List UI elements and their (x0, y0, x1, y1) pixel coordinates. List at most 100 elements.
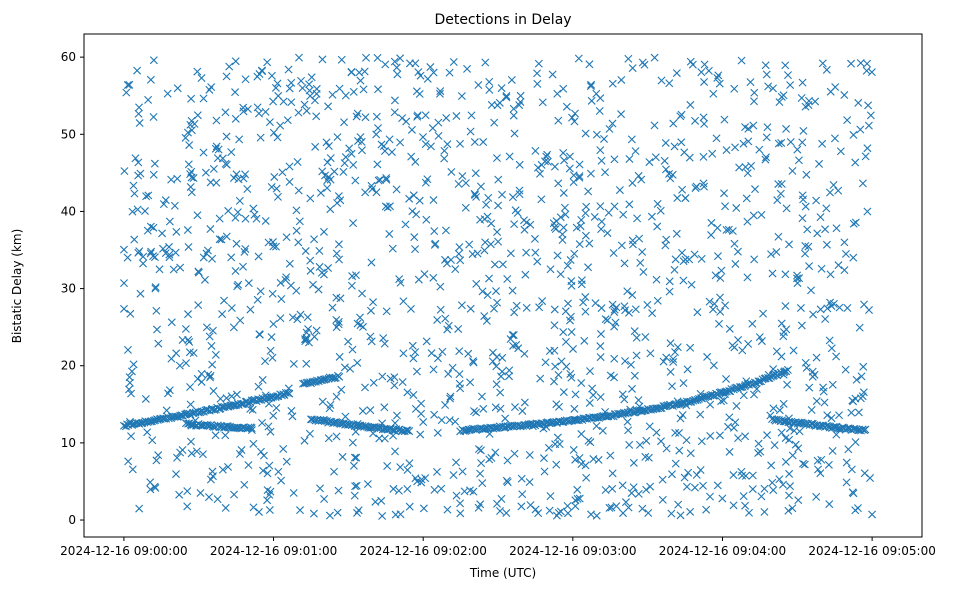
detection-point (731, 143, 740, 152)
detection-point (669, 355, 678, 363)
detection-point (741, 381, 750, 390)
detection-point (233, 208, 242, 217)
detection-point (333, 508, 342, 517)
detection-point (268, 353, 277, 362)
detection-point (629, 458, 638, 467)
detection-point (269, 320, 278, 329)
detection-point (310, 235, 319, 244)
detection-point (830, 134, 839, 143)
detection-point (653, 222, 662, 231)
detection-point (239, 262, 247, 271)
detection-point (699, 179, 708, 188)
detection-point (620, 302, 629, 311)
detection-point (411, 157, 420, 166)
detection-point (832, 224, 841, 233)
detection-point (851, 394, 860, 403)
detection-point (653, 199, 662, 208)
detection-point (812, 196, 821, 205)
detection-point (184, 335, 193, 344)
detection-point (312, 89, 321, 98)
detection-point (581, 231, 590, 240)
detection-point (842, 458, 851, 467)
detection-point (440, 146, 449, 155)
data-points (119, 53, 877, 520)
detection-point (441, 314, 450, 323)
detection-point (707, 231, 716, 240)
detection-point (149, 170, 158, 179)
detection-point (634, 489, 643, 498)
detection-point (146, 222, 155, 231)
detection-point (721, 301, 730, 310)
detection-point (471, 169, 480, 178)
detection-point (442, 113, 451, 122)
detection-point (373, 53, 382, 62)
detection-point (783, 71, 792, 80)
detection-point (750, 88, 759, 97)
detection-point (285, 177, 294, 186)
detection-point (503, 456, 512, 465)
detection-point (496, 404, 505, 413)
detection-point (208, 404, 217, 413)
detection-point (470, 138, 479, 147)
detection-point (351, 176, 360, 185)
detection-point (700, 182, 708, 191)
detection-point (323, 184, 332, 192)
detection-point (596, 342, 605, 351)
detection-point (381, 60, 390, 69)
detection-point (194, 267, 203, 276)
detection-point (443, 140, 452, 149)
detection-point (285, 389, 294, 398)
detection-point (750, 390, 758, 399)
detection-point (835, 411, 843, 420)
detection-point (419, 504, 428, 513)
detection-point (732, 402, 741, 411)
detection-point (724, 225, 733, 234)
detection-point (568, 113, 577, 122)
detection-point (493, 298, 502, 307)
detection-point (509, 111, 518, 120)
detection-point (539, 454, 548, 463)
detection-point (181, 133, 190, 142)
detection-point (456, 499, 465, 508)
detection-point (553, 433, 562, 442)
detection-point (186, 182, 195, 191)
detection-point (315, 262, 324, 271)
detection-point (684, 468, 693, 477)
detection-point (491, 403, 500, 412)
detection-point (551, 362, 560, 371)
detection-point (674, 400, 683, 409)
detection-point (355, 68, 364, 77)
detection-point (782, 204, 791, 213)
detection-point (380, 146, 389, 155)
detection-point (711, 271, 720, 280)
detection-point (293, 157, 302, 166)
detection-point (461, 179, 470, 188)
detection-point (285, 84, 294, 93)
detection-point (610, 322, 619, 331)
detection-point (276, 121, 285, 130)
detection-point (361, 188, 370, 197)
detection-point (197, 369, 206, 378)
detection-point (866, 474, 875, 483)
detection-point (518, 490, 527, 499)
detection-point (849, 489, 858, 498)
detection-point (300, 100, 309, 109)
detection-point (220, 296, 229, 305)
detection-point (249, 204, 258, 213)
detection-point (225, 62, 234, 71)
detection-point (317, 268, 326, 277)
detection-point (693, 308, 702, 317)
detection-point (769, 404, 778, 413)
detection-point (843, 424, 851, 433)
detection-point (773, 196, 782, 205)
detection-point (344, 337, 353, 346)
detection-point (554, 179, 563, 188)
detection-point (561, 307, 570, 316)
detection-point (123, 81, 132, 90)
detection-point (298, 84, 307, 93)
detection-point (249, 503, 258, 512)
detection-point (430, 410, 439, 419)
detection-point (623, 417, 632, 426)
detection-point (608, 300, 617, 309)
detection-point (502, 508, 511, 517)
